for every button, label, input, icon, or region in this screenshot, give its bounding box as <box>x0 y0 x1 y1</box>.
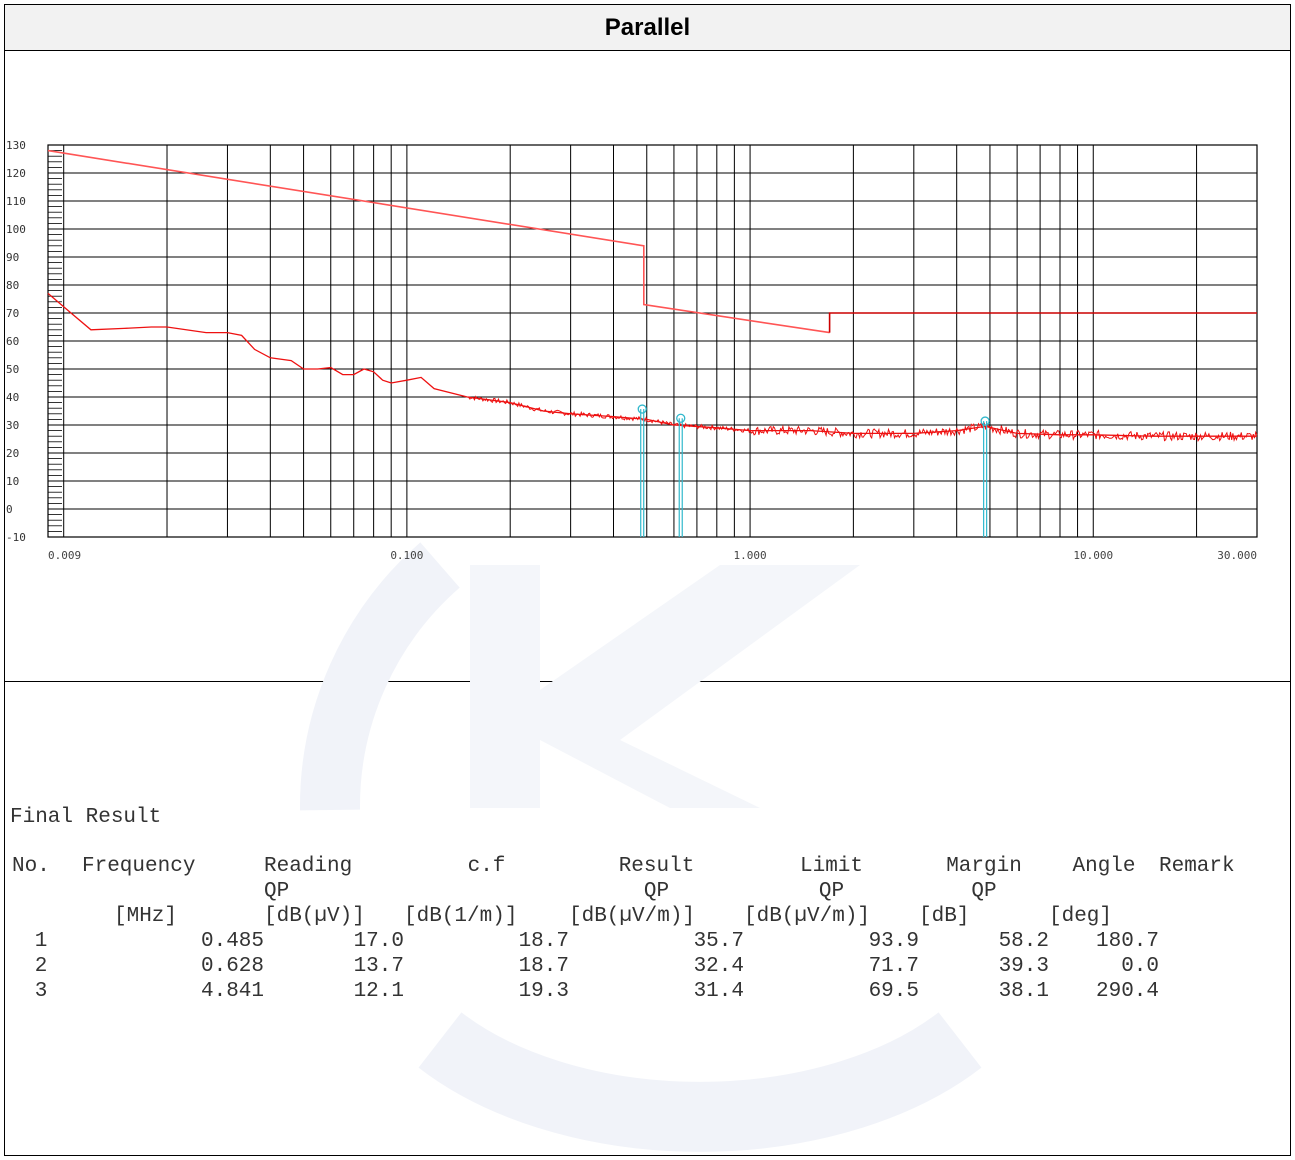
table-cell <box>0 880 82 905</box>
table-cell: 58.2 <box>998 930 1049 953</box>
table-cell: QP <box>264 880 290 903</box>
y-tick-label: 60 <box>6 335 19 348</box>
table-row: 3 4.841 12.1 19.3 31.4 69.5 38.1 290.4 <box>0 980 1279 1005</box>
table-cell: [dB(µV/m)] <box>569 905 696 928</box>
table-cell: [deg] <box>1049 905 1113 928</box>
table-cell: [dB(µV/m)] <box>744 905 871 928</box>
table-cell <box>1159 880 1279 905</box>
table-cell: 290.4 <box>1095 980 1159 1003</box>
table-cell: Remark <box>1159 855 1235 878</box>
y-tick-label: 90 <box>6 251 19 264</box>
y-tick-label: 20 <box>6 447 19 460</box>
y-tick-label: 80 <box>6 279 19 292</box>
table-row: 2 0.628 13.7 18.7 32.4 71.7 39.3 0.0 <box>0 955 1279 980</box>
table-cell: Frequency <box>82 855 196 878</box>
x-tick-label: 1.000 <box>734 549 767 562</box>
table-cell <box>1159 905 1279 930</box>
marker-point <box>676 413 686 423</box>
series-line <box>47 292 1257 437</box>
table-cell: 35.7 <box>693 930 744 953</box>
final-result-table: No. Frequency Reading c.f Result Limit Margin A… <box>0 855 1279 1005</box>
y-tick-label: 130 <box>6 139 26 152</box>
y-tick-label: -10 <box>6 531 26 544</box>
y-tick-label: 70 <box>6 307 19 320</box>
measured-noise <box>467 395 1258 442</box>
table-cell: 4.841 <box>200 980 264 1003</box>
table-cell: 12.1 <box>353 980 404 1003</box>
table-cell: c.f <box>467 855 506 878</box>
table-cell: 1 <box>34 930 48 953</box>
y-tick-label: 40 <box>6 391 19 404</box>
table-cell: Result <box>618 855 695 878</box>
table-cell: 0.485 <box>200 930 264 953</box>
table-cell <box>0 905 82 930</box>
table-header-row: No. Frequency Reading c.f Result Limit Margin A… <box>0 855 1279 880</box>
y-tick-label: 100 <box>6 223 26 236</box>
table-cell: No. <box>12 855 50 878</box>
x-tick-label: 10.000 <box>1073 549 1113 562</box>
table-cell: Reading <box>264 855 353 878</box>
table-cell <box>1159 930 1279 955</box>
table-cell: 93.9 <box>868 930 919 953</box>
table-cell: 0.628 <box>200 955 264 978</box>
table-cell: 38.1 <box>998 980 1049 1003</box>
table-cell: 19.3 <box>518 980 569 1003</box>
table-subheader-row: QP QP QP QP <box>0 880 1279 905</box>
table-cell: 17.0 <box>353 930 404 953</box>
marker-point <box>637 404 647 414</box>
table-cell: 32.4 <box>693 955 744 978</box>
table-cell: 18.7 <box>518 955 569 978</box>
table-cell: QP <box>971 880 997 903</box>
table-cell: 180.7 <box>1095 930 1159 953</box>
table-cell: 18.7 <box>518 930 569 953</box>
x-tick-label: 0.009 <box>48 549 81 562</box>
table-cell: 0.0 <box>1121 955 1159 978</box>
table-cell: Limit <box>799 855 863 878</box>
table-cell: 39.3 <box>998 955 1049 978</box>
table-row: 1 0.485 17.0 18.7 35.7 93.9 58.2 180.7 <box>0 930 1279 955</box>
table-cell: Angle <box>1072 855 1136 878</box>
series-line <box>47 149 830 334</box>
y-tick-label: 50 <box>6 363 19 376</box>
report-frame: Parallel <box>4 4 1291 1156</box>
x-tick-label: 0.100 <box>390 549 423 562</box>
table-cell: [MHz] <box>114 905 178 928</box>
table-cell: 2 <box>34 955 48 978</box>
table-cell: 69.5 <box>868 980 919 1003</box>
y-tick-label: 110 <box>6 195 26 208</box>
table-cell: 31.4 <box>693 980 744 1003</box>
table-cell <box>1159 955 1279 980</box>
y-tick-label: 120 <box>6 167 26 180</box>
table-cell: 3 <box>34 980 48 1003</box>
y-tick-label: 0 <box>6 503 13 516</box>
final-result-title: Final Result <box>10 806 162 829</box>
table-cell: [dB] <box>919 905 970 928</box>
page-title: Parallel <box>5 5 1290 51</box>
table-cell <box>1049 880 1159 905</box>
series-line <box>828 312 1257 333</box>
table-cell: [dB(1/m)] <box>404 905 518 928</box>
table-cell: QP <box>818 880 845 903</box>
table-cell <box>404 880 569 905</box>
table-cell: Margin <box>946 855 1022 878</box>
table-cell: QP <box>643 880 670 903</box>
table-cell: 71.7 <box>868 955 919 978</box>
table-units-row: [MHz] [dB(µV)] [dB(1/m)] [dB(µV/m)] [dB(µV/m… <box>0 905 1279 930</box>
x-tick-label: 30.000 <box>1217 549 1257 562</box>
table-cell <box>82 880 264 905</box>
table-cell: 13.7 <box>353 955 404 978</box>
table-cell: [dB(µV)] <box>264 905 365 928</box>
marker-point <box>980 416 990 426</box>
y-tick-label: 10 <box>6 475 19 488</box>
y-tick-label: 30 <box>6 419 19 432</box>
table-cell <box>1159 980 1279 1005</box>
